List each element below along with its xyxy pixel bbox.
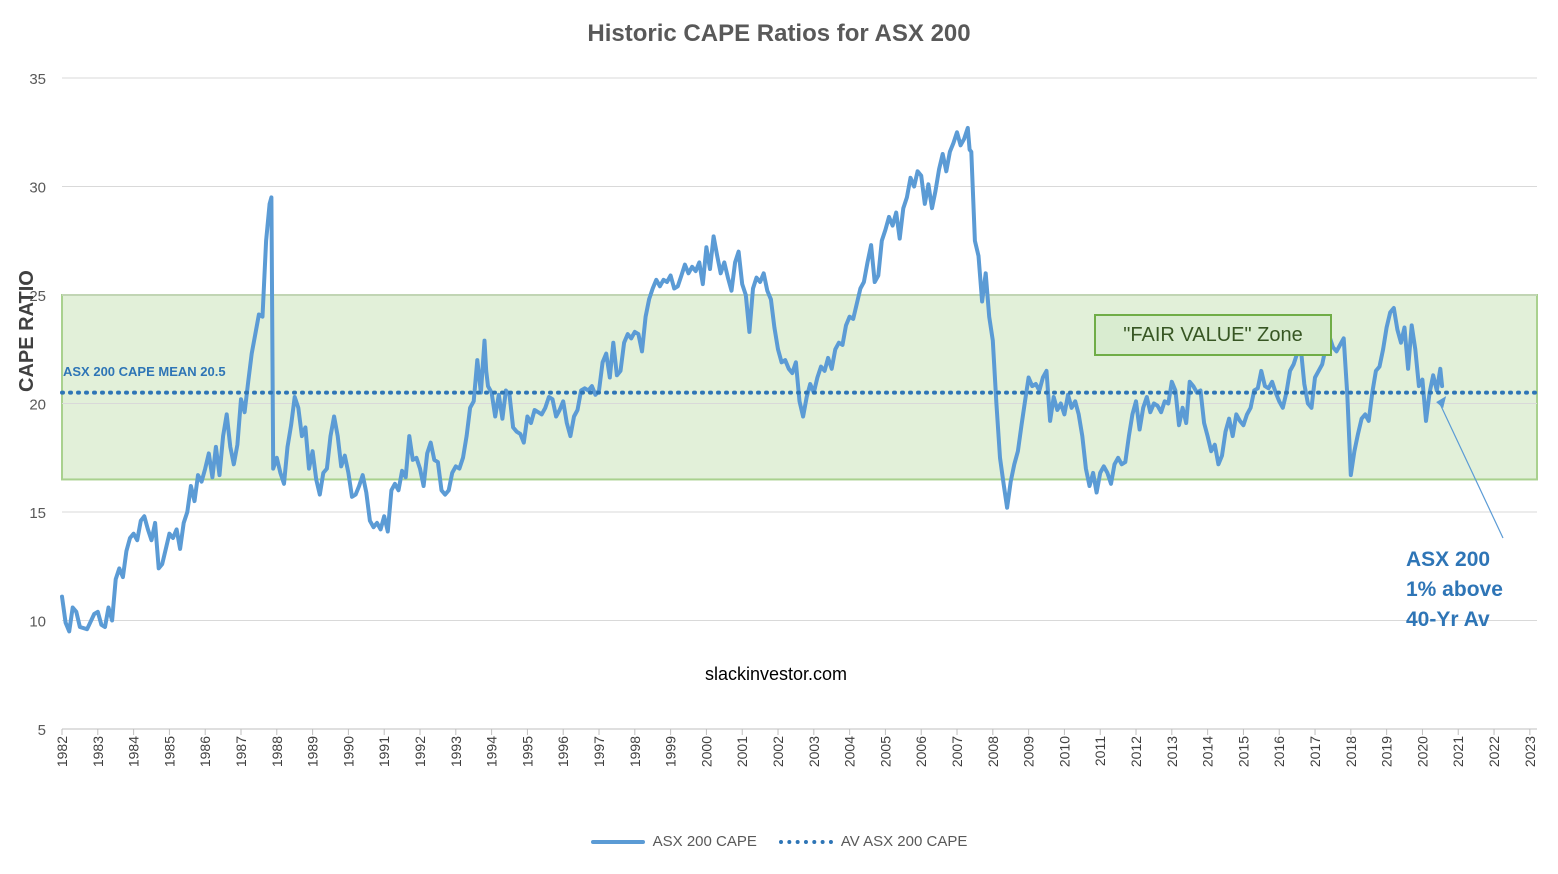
- x-tick-label-2013: 2013: [1164, 736, 1180, 767]
- chart-title: Historic CAPE Ratios for ASX 200: [587, 20, 971, 47]
- y-tick-label-30: 30: [29, 180, 46, 197]
- x-tick-label-1991: 1991: [376, 736, 392, 767]
- x-tick-label-2001: 2001: [734, 736, 750, 767]
- x-tick-label-2020: 2020: [1414, 736, 1430, 767]
- x-tick-label-2002: 2002: [770, 736, 786, 767]
- x-tick-label-2005: 2005: [877, 736, 893, 767]
- x-tick-label-2008: 2008: [985, 736, 1001, 767]
- x-tick-label-1996: 1996: [555, 736, 571, 767]
- x-tick-label-2016: 2016: [1271, 736, 1287, 767]
- note-line-1: ASX 200: [1406, 548, 1491, 571]
- x-tick-label-1998: 1998: [627, 736, 643, 767]
- x-tick-label-1995: 1995: [519, 736, 535, 767]
- x-tick-label-1990: 1990: [340, 736, 356, 767]
- annotation-layer: [1436, 396, 1504, 539]
- legend-item-average: AV ASX 200 CAPE: [778, 833, 968, 850]
- y-tick-label-5: 5: [38, 722, 46, 739]
- x-tick-label-2000: 2000: [698, 736, 714, 767]
- annotation-arrow-head: [1436, 396, 1447, 409]
- x-tick-label-2004: 2004: [842, 736, 858, 767]
- x-tick-label-2010: 2010: [1056, 736, 1072, 767]
- x-tick-label-1999: 1999: [663, 736, 679, 767]
- x-tick-label-1993: 1993: [448, 736, 464, 767]
- x-tick-label-1986: 1986: [197, 736, 213, 767]
- y-tick-label-35: 35: [29, 71, 46, 88]
- y-tick-label-15: 15: [29, 505, 46, 522]
- x-tick-label-2018: 2018: [1343, 736, 1359, 767]
- x-tick-label-1984: 1984: [126, 736, 142, 767]
- legend: ASX 200 CAPE AV ASX 200 CAPE: [0, 833, 1558, 850]
- current-value-note: ASX 200 1% above 40-Yr Av: [1406, 545, 1503, 635]
- legend-item-cape: ASX 200 CAPE: [590, 833, 757, 850]
- x-tick-label-1988: 1988: [269, 736, 285, 767]
- x-tick-label-1992: 1992: [412, 736, 428, 767]
- x-tick-label-2003: 2003: [806, 736, 822, 767]
- note-line-2: 1% above: [1406, 578, 1503, 601]
- fair-value-zone-label: "FAIR VALUE" Zone: [1094, 314, 1332, 356]
- x-tick-label-2011: 2011: [1092, 736, 1108, 766]
- x-tick-label-1987: 1987: [233, 736, 249, 767]
- y-tick-label-20: 20: [29, 397, 46, 414]
- note-line-3: 40-Yr Av: [1406, 608, 1490, 631]
- x-tick-label-2021: 2021: [1450, 736, 1466, 767]
- x-tick-label-1989: 1989: [305, 736, 321, 767]
- x-tick-label-2023: 2023: [1522, 736, 1538, 767]
- legend-swatch-dotted-line: [778, 839, 833, 844]
- y-tick-label-25: 25: [29, 288, 46, 305]
- axis-layer: 5 10 15 20 25 30 35 1982 1983 1984 1985 1986 1987 198…: [29, 71, 1538, 767]
- legend-swatch-solid-line: [590, 839, 645, 844]
- x-tick-label-2022: 2022: [1486, 736, 1502, 767]
- x-tick-label-1985: 1985: [161, 736, 177, 767]
- mean-label: ASX 200 CAPE MEAN 20.5: [63, 364, 226, 379]
- annotation-arrow-line: [1439, 403, 1504, 539]
- legend-label-average: AV ASX 200 CAPE: [840, 833, 968, 850]
- x-tick-label-2014: 2014: [1200, 736, 1216, 767]
- x-tick-label-2017: 2017: [1307, 736, 1323, 767]
- x-tick-label-2006: 2006: [913, 736, 929, 767]
- x-tick-label-2019: 2019: [1379, 736, 1395, 767]
- series-line-asx-200-cape: [60, 125, 1445, 634]
- y-tick-label-10: 10: [29, 614, 46, 631]
- x-tick-label-2012: 2012: [1128, 736, 1144, 767]
- series-layer: [60, 125, 1539, 634]
- x-tick-label-1997: 1997: [591, 736, 607, 767]
- x-tick-label-2007: 2007: [949, 736, 965, 767]
- x-tick-label-2015: 2015: [1235, 736, 1251, 767]
- x-tick-label-1994: 1994: [484, 736, 500, 767]
- y-axis-label: CAPE RATIO: [16, 270, 38, 392]
- x-tick-label-2009: 2009: [1021, 736, 1037, 767]
- x-tick-label-1982: 1982: [54, 736, 70, 767]
- legend-label-cape: ASX 200 CAPE: [652, 833, 757, 850]
- x-tick-label-1983: 1983: [90, 736, 106, 767]
- watermark: slackinvestor.com: [704, 664, 848, 684]
